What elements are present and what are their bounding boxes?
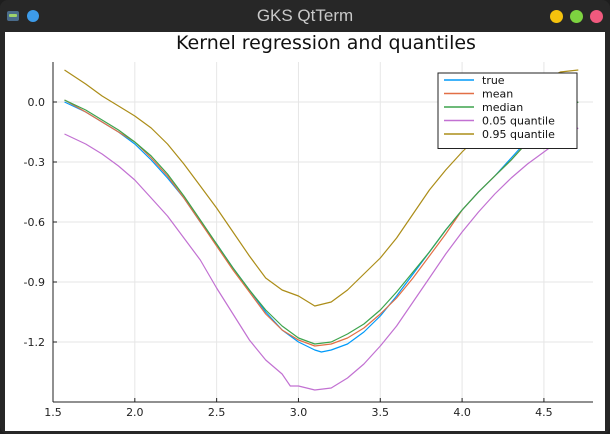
series-line-2 [64, 99, 579, 345]
chart-svg: Kernel regression and quantiles 1.5 2.0 2.… [24, 32, 593, 419]
y-tick-label: -0.9 [24, 276, 45, 289]
y-tick-label: 0.0 [28, 96, 46, 109]
x-tick-label: 3.5 [372, 406, 390, 419]
y-tick-label: -0.6 [24, 216, 45, 229]
x-tick-label: 3.0 [290, 406, 308, 419]
x-tick-label: 4.0 [453, 406, 471, 419]
legend-label: mean [482, 88, 513, 101]
y-tick-label: -1.2 [24, 336, 45, 349]
close-button[interactable] [590, 10, 603, 23]
x-tick-label: 1.5 [44, 406, 62, 419]
title-bar[interactable]: GKS QtTerm [0, 0, 610, 32]
legend-label: true [482, 74, 505, 87]
series-line-3 [64, 127, 579, 391]
legend-label: 0.95 quantile [482, 128, 555, 141]
x-tick-label: 2.0 [126, 406, 144, 419]
legend-label: median [482, 101, 523, 114]
window-title: GKS QtTerm [256, 6, 354, 25]
legend-box [437, 72, 578, 149]
window-menu-button[interactable] [27, 10, 39, 22]
terminal-icon [7, 11, 19, 21]
maximize-button[interactable] [570, 10, 583, 23]
series-group [64, 69, 579, 391]
minimize-button[interactable] [550, 10, 563, 23]
plot-canvas: Kernel regression and quantiles 1.5 2.0 2.… [5, 32, 605, 431]
legend-label: 0.05 quantile [482, 115, 555, 128]
x-tick-label: 2.5 [208, 406, 226, 419]
axes: 1.5 2.0 2.5 3.0 3.5 4.0 4.5 0.0 -0.3 -0.6 -0.9 -1.2 [24, 62, 593, 419]
x-tick-label: 4.5 [535, 406, 553, 419]
chart-title: Kernel regression and quantiles [176, 32, 476, 54]
y-tick-label: -0.3 [24, 156, 45, 169]
